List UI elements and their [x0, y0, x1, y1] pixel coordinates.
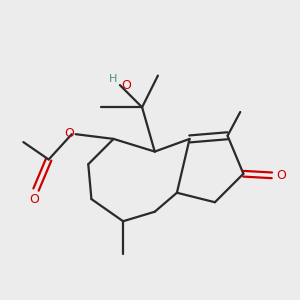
- Text: O: O: [122, 79, 131, 92]
- Text: H: H: [108, 74, 117, 83]
- Text: O: O: [64, 127, 74, 140]
- Text: O: O: [277, 169, 286, 182]
- Text: O: O: [29, 193, 39, 206]
